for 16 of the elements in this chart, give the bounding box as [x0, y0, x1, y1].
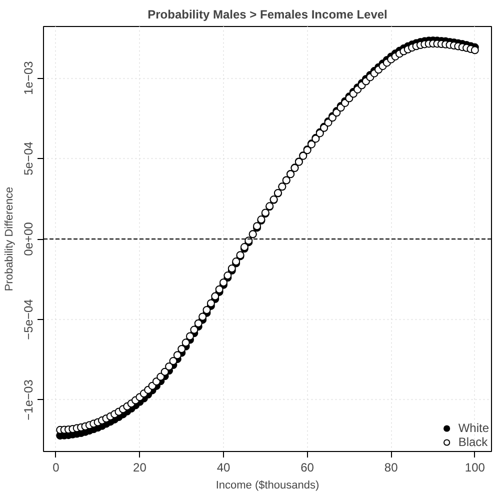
legend-label: White: [458, 421, 489, 435]
x-tick-label: 20: [133, 460, 147, 474]
x-tick-label: 80: [384, 460, 398, 474]
y-axis-title: Probability Difference: [4, 186, 16, 292]
chart-title: Probability Males > Females Income Level: [148, 8, 388, 22]
legend-label: Black: [458, 435, 488, 449]
y-tick-label: 0e+00: [22, 222, 36, 256]
x-tick-label: 40: [216, 460, 231, 474]
y-tick-label: 1e−03: [22, 60, 36, 95]
x-axis-title: Income ($thousands): [216, 480, 320, 492]
x-tick-label: 0: [52, 460, 60, 474]
x-tick-label: 100: [464, 460, 486, 474]
y-tick-label: −5e−04: [22, 298, 36, 340]
y-tick-label: −1e−03: [22, 379, 36, 420]
x-tick-label: 60: [300, 460, 314, 474]
y-tick-label: 5e−04: [22, 141, 36, 176]
